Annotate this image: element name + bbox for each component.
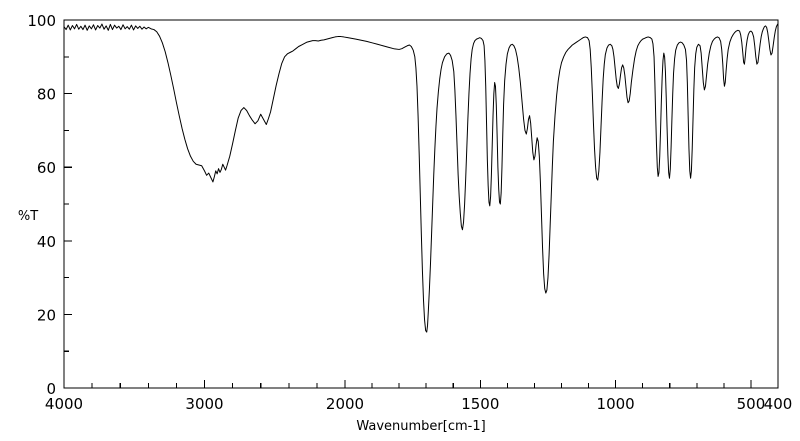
y-tick-label: 60 xyxy=(37,159,56,177)
y-tick-label: 40 xyxy=(37,233,56,251)
x-tick-label: 500 xyxy=(737,395,766,413)
x-tick-label: 2000 xyxy=(326,395,364,413)
y-tick-label: 80 xyxy=(37,86,56,104)
x-tick-label: 1000 xyxy=(597,395,635,413)
x-tick-label: 4000 xyxy=(45,395,83,413)
y-axis-ticks xyxy=(64,19,72,389)
x-axis-ticks xyxy=(63,380,779,388)
spectrum-trace xyxy=(63,23,779,333)
x-tick-label: 400 xyxy=(764,395,793,413)
y-axis-title: %T xyxy=(18,209,38,224)
x-tick-label: 3000 xyxy=(185,395,223,413)
x-axis-title: Wavenumber[cm-1] xyxy=(356,419,485,434)
y-axis-tick-labels: 0 20 40 60 80 100 xyxy=(27,12,56,398)
spectrum-line xyxy=(63,23,779,333)
y-tick-label: 0 xyxy=(46,380,56,398)
y-tick-label: 100 xyxy=(27,12,56,30)
x-tick-label: 1500 xyxy=(461,395,499,413)
y-tick-label: 20 xyxy=(37,306,56,324)
